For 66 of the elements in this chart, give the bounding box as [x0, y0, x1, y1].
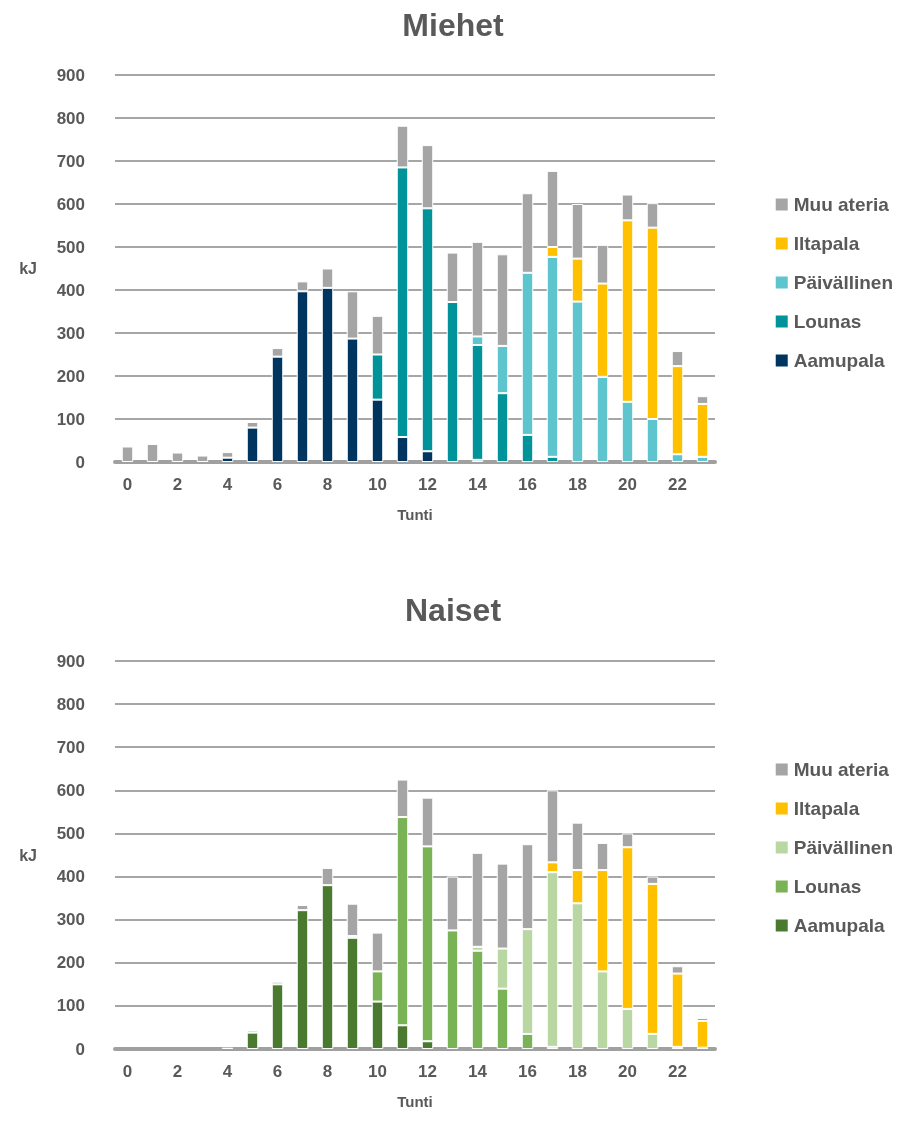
legend-label: Muu ateria: [793, 194, 890, 215]
x-tick-label: 6: [272, 475, 283, 494]
y-tick-label: 900: [56, 65, 85, 85]
y-tick-label: 800: [56, 108, 85, 128]
x-tick-label: 18: [568, 1062, 587, 1081]
x-tick-label: 16: [518, 1062, 537, 1081]
bar: [271, 984, 284, 1049]
bar: [246, 1032, 259, 1049]
x-tick-label: 10: [368, 475, 387, 494]
x-tick-label: 0: [122, 1062, 133, 1081]
bar: [346, 937, 359, 1049]
y-tick-label: 100: [56, 996, 85, 1016]
y-tick-label: 600: [56, 780, 85, 800]
legend-label: Päivällinen: [793, 272, 894, 293]
y-tick-label: 400: [56, 867, 85, 887]
y-tick-label: 500: [56, 823, 85, 843]
y-tick-label: 300: [56, 323, 85, 343]
y-tick-label: 500: [56, 237, 85, 257]
bar: [221, 452, 234, 458]
legend-label: Lounas: [793, 311, 862, 332]
y-tick-label: 200: [56, 953, 85, 973]
x-tick-label: 20: [618, 1062, 637, 1081]
y-tick-label: 700: [56, 737, 85, 757]
x-tick-label: 22: [668, 475, 687, 494]
legend-label: Muu ateria: [793, 759, 890, 780]
bar: [471, 950, 484, 1049]
y-tick-label: 700: [56, 151, 85, 171]
x-tick-label: 12: [418, 475, 437, 494]
y-tick-label: 800: [56, 694, 85, 714]
x-tick-label: 10: [368, 1062, 387, 1081]
x-axis-title: Tunti: [397, 1093, 433, 1110]
y-axis-title: kJ: [19, 260, 37, 277]
y-axis-title: kJ: [19, 846, 37, 864]
x-tick-label: 0: [122, 475, 133, 494]
x-tick-label: 8: [322, 1062, 333, 1081]
x-axis-title: Tunti: [397, 506, 433, 523]
legend-label: Iltapala: [793, 233, 860, 254]
legend-label: Päivällinen: [793, 837, 894, 858]
legend-label: Aamupala: [793, 350, 885, 371]
y-tick-label: 0: [75, 452, 85, 472]
x-tick-label: 2: [172, 475, 183, 494]
y-tick-label: 200: [56, 366, 85, 386]
x-tick-label: 16: [518, 475, 537, 494]
x-tick-label: 20: [618, 475, 637, 494]
y-tick-label: 100: [56, 409, 85, 429]
y-tick-label: 900: [56, 651, 85, 671]
bar: [696, 1020, 709, 1048]
x-tick-label: 22: [668, 1062, 687, 1081]
legend-label: Aamupala: [793, 915, 885, 936]
x-tick-label: 14: [468, 1062, 488, 1081]
x-tick-label: 18: [568, 475, 587, 494]
x-tick-label: 4: [222, 475, 233, 494]
x-tick-label: 12: [418, 1062, 437, 1081]
x-tick-label: 14: [468, 475, 488, 494]
x-tick-label: 6: [272, 1062, 283, 1081]
chart-title: Naiset: [404, 592, 502, 628]
x-tick-label: 8: [322, 475, 333, 494]
x-tick-label: 4: [222, 1062, 233, 1081]
y-tick-label: 400: [56, 280, 85, 300]
chart-title: Miehet: [402, 7, 505, 43]
y-tick-label: 0: [75, 1039, 85, 1059]
y-tick-label: 600: [56, 194, 85, 214]
y-tick-label: 300: [56, 910, 85, 930]
legend-label: Iltapala: [793, 798, 860, 819]
x-tick-label: 2: [172, 1062, 183, 1081]
legend-label: Lounas: [793, 876, 862, 897]
